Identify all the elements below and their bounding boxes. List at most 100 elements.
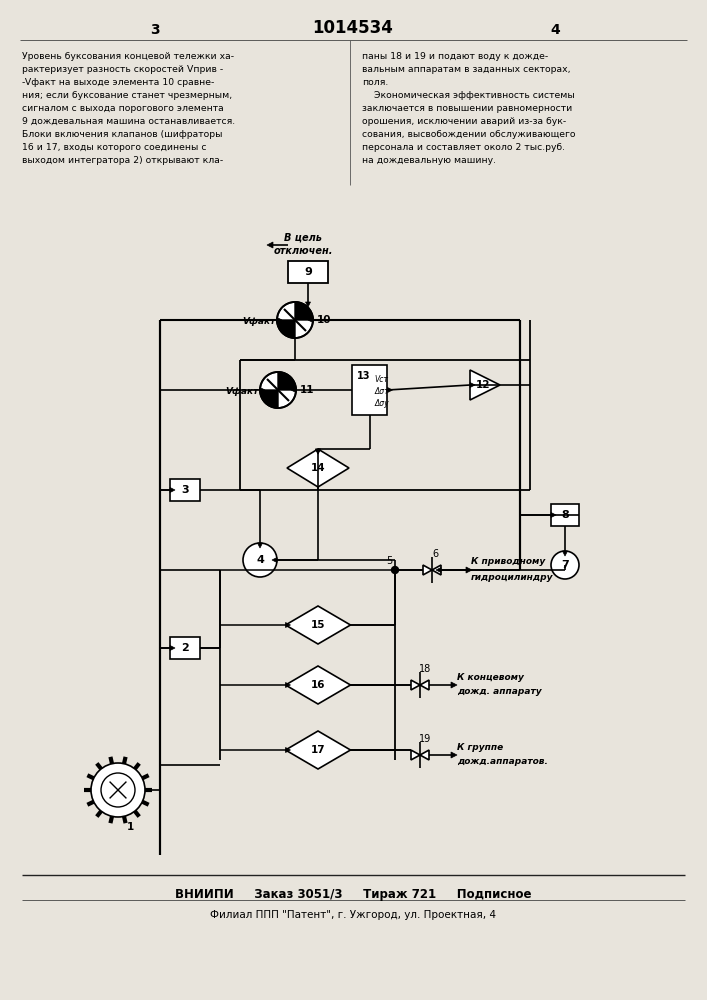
Text: 1014534: 1014534 [312, 19, 393, 37]
Text: вальным аппаратам в заданных секторах,: вальным аппаратам в заданных секторах, [362, 65, 571, 74]
Text: Δσт: Δσт [374, 387, 389, 396]
Text: сигналом с выхода порогового элемента: сигналом с выхода порогового элемента [22, 104, 223, 113]
Text: Δσу: Δσу [374, 399, 389, 408]
Text: -Vфакт на выходе элемента 10 сравне-: -Vфакт на выходе элемента 10 сравне- [22, 78, 214, 87]
Text: 15: 15 [311, 620, 325, 630]
Text: 3: 3 [150, 23, 160, 37]
Text: орошения, исключении аварий из-за бук-: орошения, исключении аварий из-за бук- [362, 117, 566, 126]
Polygon shape [305, 302, 310, 307]
Text: 16 и 17, входы которого соединены с: 16 и 17, входы которого соединены с [22, 143, 206, 152]
Text: персонала и составляет около 2 тыс.руб.: персонала и составляет около 2 тыс.руб. [362, 143, 565, 152]
Text: 14: 14 [310, 463, 325, 473]
Text: 6: 6 [432, 549, 438, 559]
Polygon shape [286, 731, 351, 769]
Circle shape [101, 773, 135, 807]
Text: В цель: В цель [284, 233, 322, 243]
Circle shape [277, 302, 313, 338]
Polygon shape [411, 750, 420, 760]
Text: Vфакт: Vфакт [225, 386, 258, 395]
Text: 2: 2 [181, 643, 189, 653]
Polygon shape [420, 680, 429, 690]
Text: паны 18 и 19 и подают воду к дожде-: паны 18 и 19 и подают воду к дожде- [362, 52, 548, 61]
Text: Филиал ППП "Патент", г. Ужгород, ул. Проектная, 4: Филиал ППП "Патент", г. Ужгород, ул. Про… [210, 910, 496, 920]
Text: поля.: поля. [362, 78, 388, 87]
Polygon shape [291, 387, 296, 392]
Text: К приводному: К приводному [471, 558, 545, 566]
Text: 13: 13 [356, 371, 370, 381]
Bar [551, 504, 579, 526]
Polygon shape [295, 302, 313, 320]
Polygon shape [315, 449, 320, 454]
Text: дожд.аппаратов.: дожд.аппаратов. [457, 758, 548, 766]
Text: 16: 16 [311, 680, 325, 690]
Polygon shape [563, 551, 568, 556]
Text: выходом интегратора 2) открывают кла-: выходом интегратора 2) открывают кла- [22, 156, 223, 165]
Text: 19: 19 [419, 734, 431, 744]
Polygon shape [387, 387, 392, 392]
Text: гидроцилиндру: гидроцилиндру [471, 572, 554, 582]
Text: 17: 17 [310, 745, 325, 755]
Polygon shape [287, 449, 349, 487]
Polygon shape [286, 622, 291, 628]
Text: заключается в повышении равномерности: заключается в повышении равномерности [362, 104, 572, 113]
Text: 11: 11 [300, 385, 315, 395]
Polygon shape [267, 242, 273, 248]
Text: на дождевальную машину.: на дождевальную машину. [362, 156, 496, 165]
Circle shape [91, 763, 145, 817]
Circle shape [260, 372, 296, 408]
Polygon shape [286, 748, 291, 752]
Polygon shape [411, 680, 420, 690]
Polygon shape [466, 567, 472, 573]
Polygon shape [470, 370, 500, 400]
Text: 9 дождевальная машина останавливается.: 9 дождевальная машина останавливается. [22, 117, 235, 126]
Text: рактеризует разность скоростей Vприв -: рактеризует разность скоростей Vприв - [22, 65, 223, 74]
Polygon shape [170, 488, 175, 492]
Text: отключен.: отключен. [273, 246, 333, 256]
Text: 1: 1 [127, 822, 134, 832]
Text: Vфакт: Vфакт [242, 316, 275, 326]
Bar [170, 637, 200, 659]
Polygon shape [170, 646, 175, 650]
Polygon shape [260, 390, 278, 408]
Polygon shape [451, 752, 457, 758]
Polygon shape [423, 565, 432, 575]
Text: 10: 10 [317, 315, 332, 325]
Polygon shape [286, 606, 351, 644]
Text: 7: 7 [561, 560, 569, 570]
Text: Блоки включения клапанов (шифраторы: Блоки включения клапанов (шифраторы [22, 130, 223, 139]
Text: К группе: К группе [457, 744, 503, 752]
Text: 4: 4 [550, 23, 560, 37]
Text: ВНИИПИ     Заказ 3051/3     Тираж 721     Подписное: ВНИИПИ Заказ 3051/3 Тираж 721 Подписное [175, 888, 531, 901]
Text: дожд. аппарату: дожд. аппарату [457, 688, 542, 696]
Text: сования, высвобождении обслуживающего: сования, высвобождении обслуживающего [362, 130, 575, 139]
Polygon shape [278, 372, 296, 390]
Polygon shape [272, 558, 277, 562]
Polygon shape [277, 320, 295, 338]
Circle shape [392, 566, 399, 574]
Text: 8: 8 [561, 510, 569, 520]
Polygon shape [257, 543, 262, 548]
Polygon shape [470, 382, 475, 387]
Circle shape [243, 543, 277, 577]
Text: Vст: Vст [374, 375, 388, 384]
Bar [353, 365, 387, 415]
Text: 9: 9 [304, 267, 312, 277]
Polygon shape [277, 318, 282, 322]
Polygon shape [451, 682, 457, 688]
Polygon shape [315, 449, 320, 454]
Text: 4: 4 [256, 555, 264, 565]
Polygon shape [551, 512, 556, 518]
Text: 18: 18 [419, 664, 431, 674]
Text: К концевому: К концевому [457, 674, 524, 682]
Bar [170, 479, 200, 501]
Polygon shape [308, 318, 313, 322]
Text: Уровень буксования концевой тележки ха-: Уровень буксования концевой тележки ха- [22, 52, 234, 61]
Polygon shape [260, 387, 265, 392]
Text: 3: 3 [181, 485, 189, 495]
Polygon shape [286, 666, 351, 704]
Text: Экономическая эффективность системы: Экономическая эффективность системы [362, 91, 575, 100]
Bar [288, 261, 328, 283]
Text: 5: 5 [386, 556, 392, 566]
Polygon shape [432, 565, 441, 575]
Polygon shape [436, 568, 441, 572]
